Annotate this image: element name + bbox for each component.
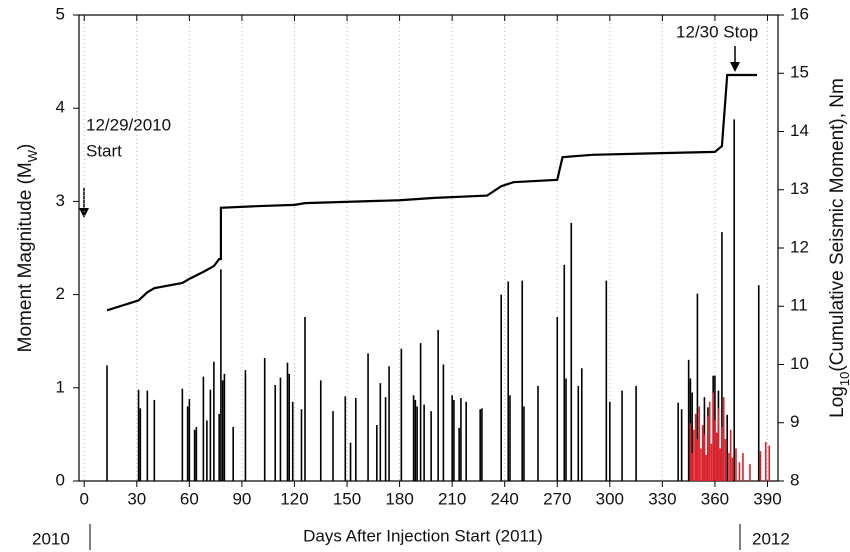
x-tick-label: 60 [180, 489, 199, 508]
plot-frame [78, 14, 779, 482]
y2-tick-label: 15 [790, 63, 809, 82]
x-tick-label: 120 [280, 489, 308, 508]
arrow-head [730, 62, 740, 72]
y-label-part: Moment Magnitude (M [15, 162, 36, 352]
y2-tick-label: 14 [790, 121, 809, 140]
cumulative-line [106, 73, 757, 312]
y2-tick-label: 13 [790, 179, 809, 198]
y2-axis-label: Log10(Cumulative Seismic Moment), Nm [827, 78, 850, 418]
x-tick-label: 360 [701, 489, 729, 508]
x-tick-label: 150 [333, 489, 361, 508]
x-tick-label: 240 [491, 489, 519, 508]
y2-tick-label: 9 [790, 412, 799, 431]
y-tick-label: 0 [56, 470, 65, 489]
y2-tick-label: 8 [790, 470, 799, 489]
y-tick-label: 4 [56, 98, 65, 117]
x-tick-label: 0 [80, 489, 89, 508]
x-tick-label: 210 [438, 489, 466, 508]
y2-tick-label: 10 [790, 354, 809, 373]
x-tick-label: 30 [127, 489, 146, 508]
x-tick-label: 390 [753, 489, 781, 508]
y-tick-label: 5 [56, 4, 65, 23]
y2-label-part: (Cumulative Seismic Moment), Nm [827, 78, 848, 372]
x-tick-label: 300 [596, 489, 624, 508]
y-tick-label: 2 [56, 284, 65, 303]
y-label-part: ) [15, 144, 36, 150]
y2-tick-label: 16 [790, 4, 809, 23]
x-axis-label: Days After Injection Start (2011) [303, 526, 543, 545]
y2-label-sub: 10 [837, 372, 850, 386]
y2-tick-label: 12 [790, 237, 809, 256]
y2-label-part: Log [827, 386, 848, 418]
annotation: Start [86, 141, 122, 160]
x-tick-label: 270 [543, 489, 571, 508]
x-tick-label: 330 [648, 489, 676, 508]
annotation: 12/29/2010 [86, 115, 171, 134]
arrow-head [79, 208, 89, 218]
annotation: 12/30 Stop [676, 22, 758, 41]
y-label-sub: W [25, 149, 40, 162]
y-axis-label: Moment Magnitude (MW) [15, 144, 40, 353]
x-tick-label: 90 [232, 489, 251, 508]
y2-tick-label: 11 [790, 296, 808, 315]
x-tick-label: 180 [385, 489, 413, 508]
y-tick-label: 3 [56, 191, 65, 210]
y-tick-label: 1 [56, 377, 65, 396]
year-label: 2012 [752, 529, 790, 548]
year-label: 2010 [32, 529, 70, 548]
